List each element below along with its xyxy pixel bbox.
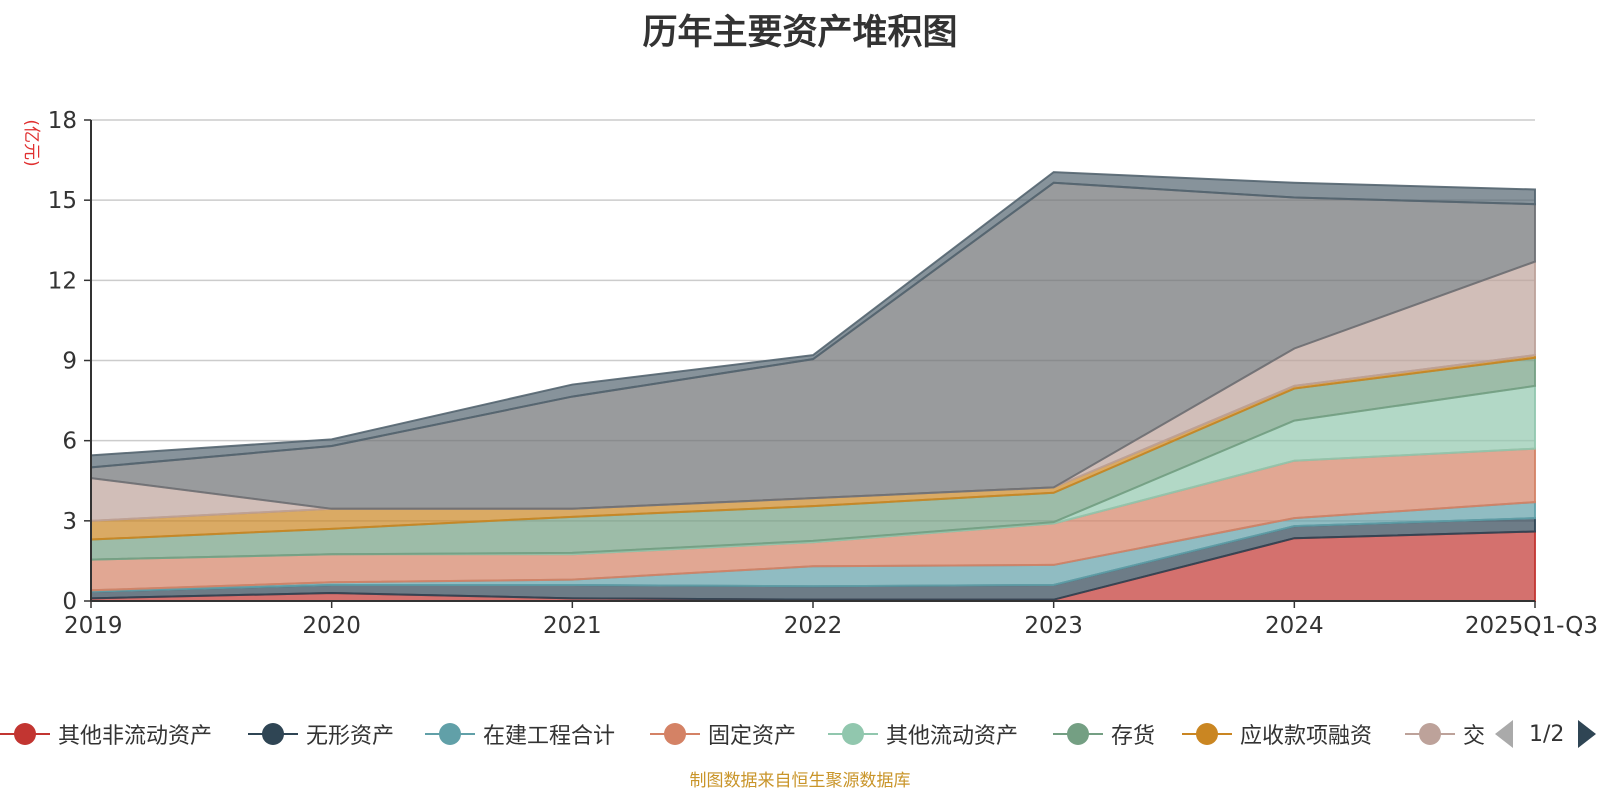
y-tick-label-6: 18: [48, 108, 77, 134]
legend-marker-icon: [828, 720, 878, 748]
legend-label: 交: [1463, 724, 1486, 749]
legend: 其他非流动资产 无形资产 在建工程合计 固定资产 其他流动资产 存货 应收款项融资 交: [0, 714, 1600, 754]
chart-title: 历年主要资产堆积图: [642, 13, 958, 53]
y-tick-label-0: 0: [62, 589, 77, 615]
legend-item-6[interactable]: 应收款项融资: [1182, 714, 1372, 754]
legend-item-1[interactable]: 无形资产: [248, 714, 394, 754]
legend-marker-icon: [425, 720, 475, 748]
legend-label: 固定资产: [708, 724, 797, 749]
legend-prev-page-icon[interactable]: [1495, 720, 1513, 748]
x-tick-label-1: 2020: [302, 613, 361, 639]
legend-marker-icon: [1182, 720, 1232, 748]
data-source-note: 制图数据来自恒生聚源数据库: [689, 771, 911, 791]
x-tick-label-0: 2019: [64, 613, 123, 639]
legend-label: 在建工程合计: [483, 724, 616, 749]
x-tick-label-2: 2021: [543, 613, 602, 639]
legend-marker-icon: [1053, 720, 1103, 748]
y-tick-label-3: 9: [62, 349, 77, 375]
y-tick-label-1: 3: [62, 509, 77, 535]
x-tick-label-5: 2024: [1265, 613, 1324, 639]
legend-label: 其他流动资产: [886, 724, 1019, 749]
legend-item-0[interactable]: 其他非流动资产: [0, 714, 212, 754]
series-areas: [90, 171, 1536, 602]
legend-item-2[interactable]: 在建工程合计: [425, 714, 615, 754]
legend-marker-icon: [248, 720, 298, 748]
y-tick-label-4: 12: [48, 268, 77, 294]
legend-item-4[interactable]: 其他流动资产: [828, 714, 1018, 754]
area-series-9[interactable]: [90, 171, 1536, 469]
y-tick-label-5: 15: [48, 188, 77, 214]
legend-next-page-icon[interactable]: [1578, 720, 1597, 748]
y-axis-unit-label: (亿元): [21, 119, 41, 166]
legend-label: 存货: [1111, 724, 1156, 749]
legend-item-3[interactable]: 固定资产: [650, 714, 796, 754]
legend-marker-icon: [1405, 720, 1455, 748]
y-tick-label-2: 6: [62, 429, 77, 455]
tick-labels: 0 3 6 9 12 15 18 2019 2020 2021 2022 2023 2024 2025Q1…: [48, 108, 1598, 639]
legend-label: 应收款项融资: [1240, 724, 1373, 749]
legend-label: 无形资产: [306, 724, 395, 749]
legend-marker-icon: [0, 720, 50, 748]
legend-page-indicator: 1/2: [1529, 721, 1565, 747]
legend-pager: 1/2: [1495, 714, 1600, 754]
legend-item-5[interactable]: 存货: [1053, 714, 1155, 754]
legend-item-7[interactable]: 交: [1405, 714, 1485, 754]
x-tick-label-6: 2025Q1-Q3: [1465, 613, 1598, 639]
x-tick-label-4: 2023: [1024, 613, 1083, 639]
legend-marker-icon: [650, 720, 700, 748]
stacked-area-chart: 0 3 6 9 12 15 18 2019 2020 2021 2022 2023 2024 2025Q1…: [21, 108, 1598, 639]
legend-label: 其他非流动资产: [58, 724, 213, 749]
x-tick-label-3: 2022: [784, 613, 843, 639]
